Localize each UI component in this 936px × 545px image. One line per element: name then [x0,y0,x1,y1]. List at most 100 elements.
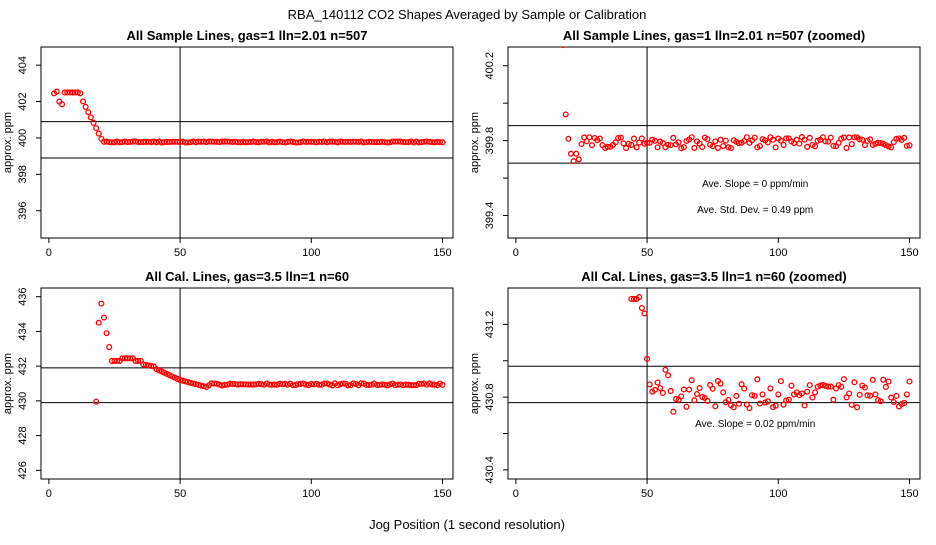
data-point [827,383,834,390]
y-tick-label: 430.8 [484,383,496,411]
data-point [811,389,819,396]
data-point [830,142,837,149]
data-point [756,143,763,150]
data-point [801,136,808,143]
data-point [872,391,879,398]
data-point [709,143,716,150]
data-point [190,380,197,387]
data-point [906,142,913,149]
data-point [893,135,900,142]
data-point [772,144,779,151]
data-point [746,405,753,412]
data-point [777,137,784,144]
data-point [192,381,199,388]
x-tick-label: 50 [174,488,186,500]
data-point [620,140,627,147]
data-point [77,90,84,97]
data-point [859,136,866,143]
data-point [187,379,194,386]
data-point [135,357,142,364]
data-point [788,382,795,389]
data-point [861,142,868,149]
data-point [840,376,847,383]
data-point [295,139,302,146]
y-tick-label: 436 [17,288,29,306]
y-tick-label: 431.2 [484,311,496,339]
data-point [623,145,630,152]
points [560,47,913,165]
data-point [880,376,887,383]
data-point [683,403,690,410]
data-point [586,134,593,141]
data-point [733,392,740,399]
data-point [688,134,695,141]
data-point [439,381,446,388]
plot-frame [40,287,454,480]
y-axis-label: approx. ppm [469,353,481,414]
data-point [670,134,677,141]
data-point [877,398,884,405]
data-point [570,158,577,165]
data-point [743,134,750,141]
x-tick-label: 100 [302,247,320,259]
data-point [906,378,913,385]
data-point [665,372,672,379]
data-point [717,136,724,143]
data-point [785,396,792,403]
y-tick-label: 402 [17,92,29,110]
data-point [612,139,619,146]
data-point [764,398,771,405]
y-tick-label: 400 [17,129,29,147]
data-point [709,385,716,392]
data-point [830,396,837,403]
data-point [675,139,682,146]
data-point [825,138,832,145]
data-point [588,142,596,149]
data-point [882,383,889,391]
y-tick-label: 434 [17,322,29,340]
data-point [659,389,666,397]
data-point [838,383,845,390]
data-point [714,144,721,151]
data-point [869,376,876,383]
data-point [796,140,803,147]
data-point [704,136,711,143]
data-point [127,355,134,362]
data-point [195,381,202,388]
data-point [846,134,853,141]
data-point [575,156,582,163]
data-point [903,142,910,149]
data-point [657,384,664,392]
data-point [720,143,727,150]
panel-title: All Sample Lines, gas=1 lln=2.01 n=507 (… [563,28,865,43]
data-point [567,150,575,157]
data-point [775,391,782,398]
points [628,294,913,415]
plot-frame [507,287,921,480]
data-point [365,381,373,388]
figure-xlabel: Jog Position (1 second resolution) [369,517,565,532]
points [51,88,446,146]
y-tick-label: 398 [17,165,29,183]
data-point [851,379,858,386]
data-point [654,379,661,386]
data-point [888,144,895,151]
annotation: Ave. Std. Dev. = 0.49 ppm [697,205,813,216]
data-point [772,402,779,409]
data-point [717,380,724,387]
data-point [861,384,868,391]
data-point [641,310,648,317]
data-point [751,134,758,141]
data-point [853,404,861,411]
data-point [806,382,813,389]
data-point [651,386,659,393]
data-point [617,134,624,141]
data-point [691,397,698,404]
data-point [628,141,635,148]
data-point [827,134,834,141]
data-point [562,111,569,118]
data-point [712,403,719,410]
data-point [901,399,908,407]
data-point [638,304,645,312]
data-point [901,134,908,141]
